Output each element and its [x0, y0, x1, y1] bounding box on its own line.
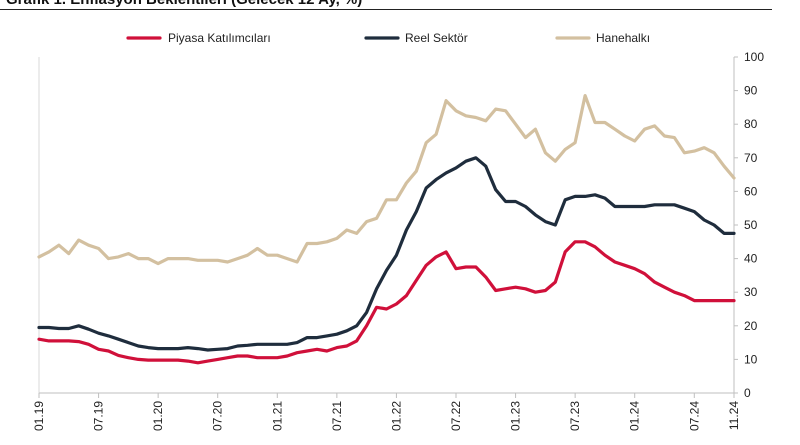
- chart-title: Grafik 1. Enflasyon Beklentileri (Gelece…: [6, 0, 362, 8]
- title-divider: [0, 9, 772, 10]
- y-tick-label: 90: [744, 84, 758, 98]
- y-tick-label: 70: [744, 151, 758, 165]
- y-tick-label: 80: [744, 117, 758, 131]
- legend-label-2: Hanehalkı: [596, 31, 650, 45]
- x-tick-label: 01.24: [628, 401, 642, 431]
- legend-label-1: Reel Sektör: [405, 31, 468, 45]
- legend: Piyasa Katılımcıları Reel Sektör Hanehalkı: [126, 31, 650, 45]
- x-tick-label: 07.19: [92, 401, 106, 431]
- y-axis: 0 10 20 30 40 50 60 70 80 90 100: [734, 50, 764, 400]
- x-tick-label: 07.23: [568, 401, 582, 431]
- x-tick-label: 01.20: [151, 401, 165, 431]
- x-tick-label: 07.20: [211, 401, 225, 431]
- series-line-1: [37, 156, 736, 352]
- x-tick-label: 01.21: [270, 401, 284, 431]
- series-layer: [37, 93, 736, 365]
- x-tick-label: 01.23: [509, 401, 523, 431]
- x-tick-label: 01.19: [32, 401, 46, 431]
- y-tick-label: 30: [744, 285, 758, 299]
- y-tick-label: 60: [744, 184, 758, 198]
- x-axis: 01.19 07.19 01.20 07.20 01.21 07.21 01.22 07.22…: [32, 393, 741, 431]
- series-line-2: [37, 93, 736, 266]
- y-tick-label: 50: [744, 218, 758, 232]
- x-tick-label: 11.24: [727, 401, 741, 430]
- plot-frame: [38, 57, 735, 394]
- legend-label-0: Piyasa Katılımcıları: [168, 31, 271, 45]
- y-tick-label: 0: [744, 386, 751, 400]
- y-tick-label: 10: [744, 352, 758, 366]
- y-tick-label: 40: [744, 252, 758, 266]
- y-tick-label: 100: [744, 50, 764, 64]
- series-line-0: [37, 240, 736, 365]
- x-tick-label: 07.22: [449, 401, 463, 431]
- x-tick-label: 07.24: [687, 401, 701, 431]
- x-tick-label: 07.21: [330, 401, 344, 431]
- x-tick-label: 01.22: [389, 401, 403, 431]
- y-tick-label: 20: [744, 319, 758, 333]
